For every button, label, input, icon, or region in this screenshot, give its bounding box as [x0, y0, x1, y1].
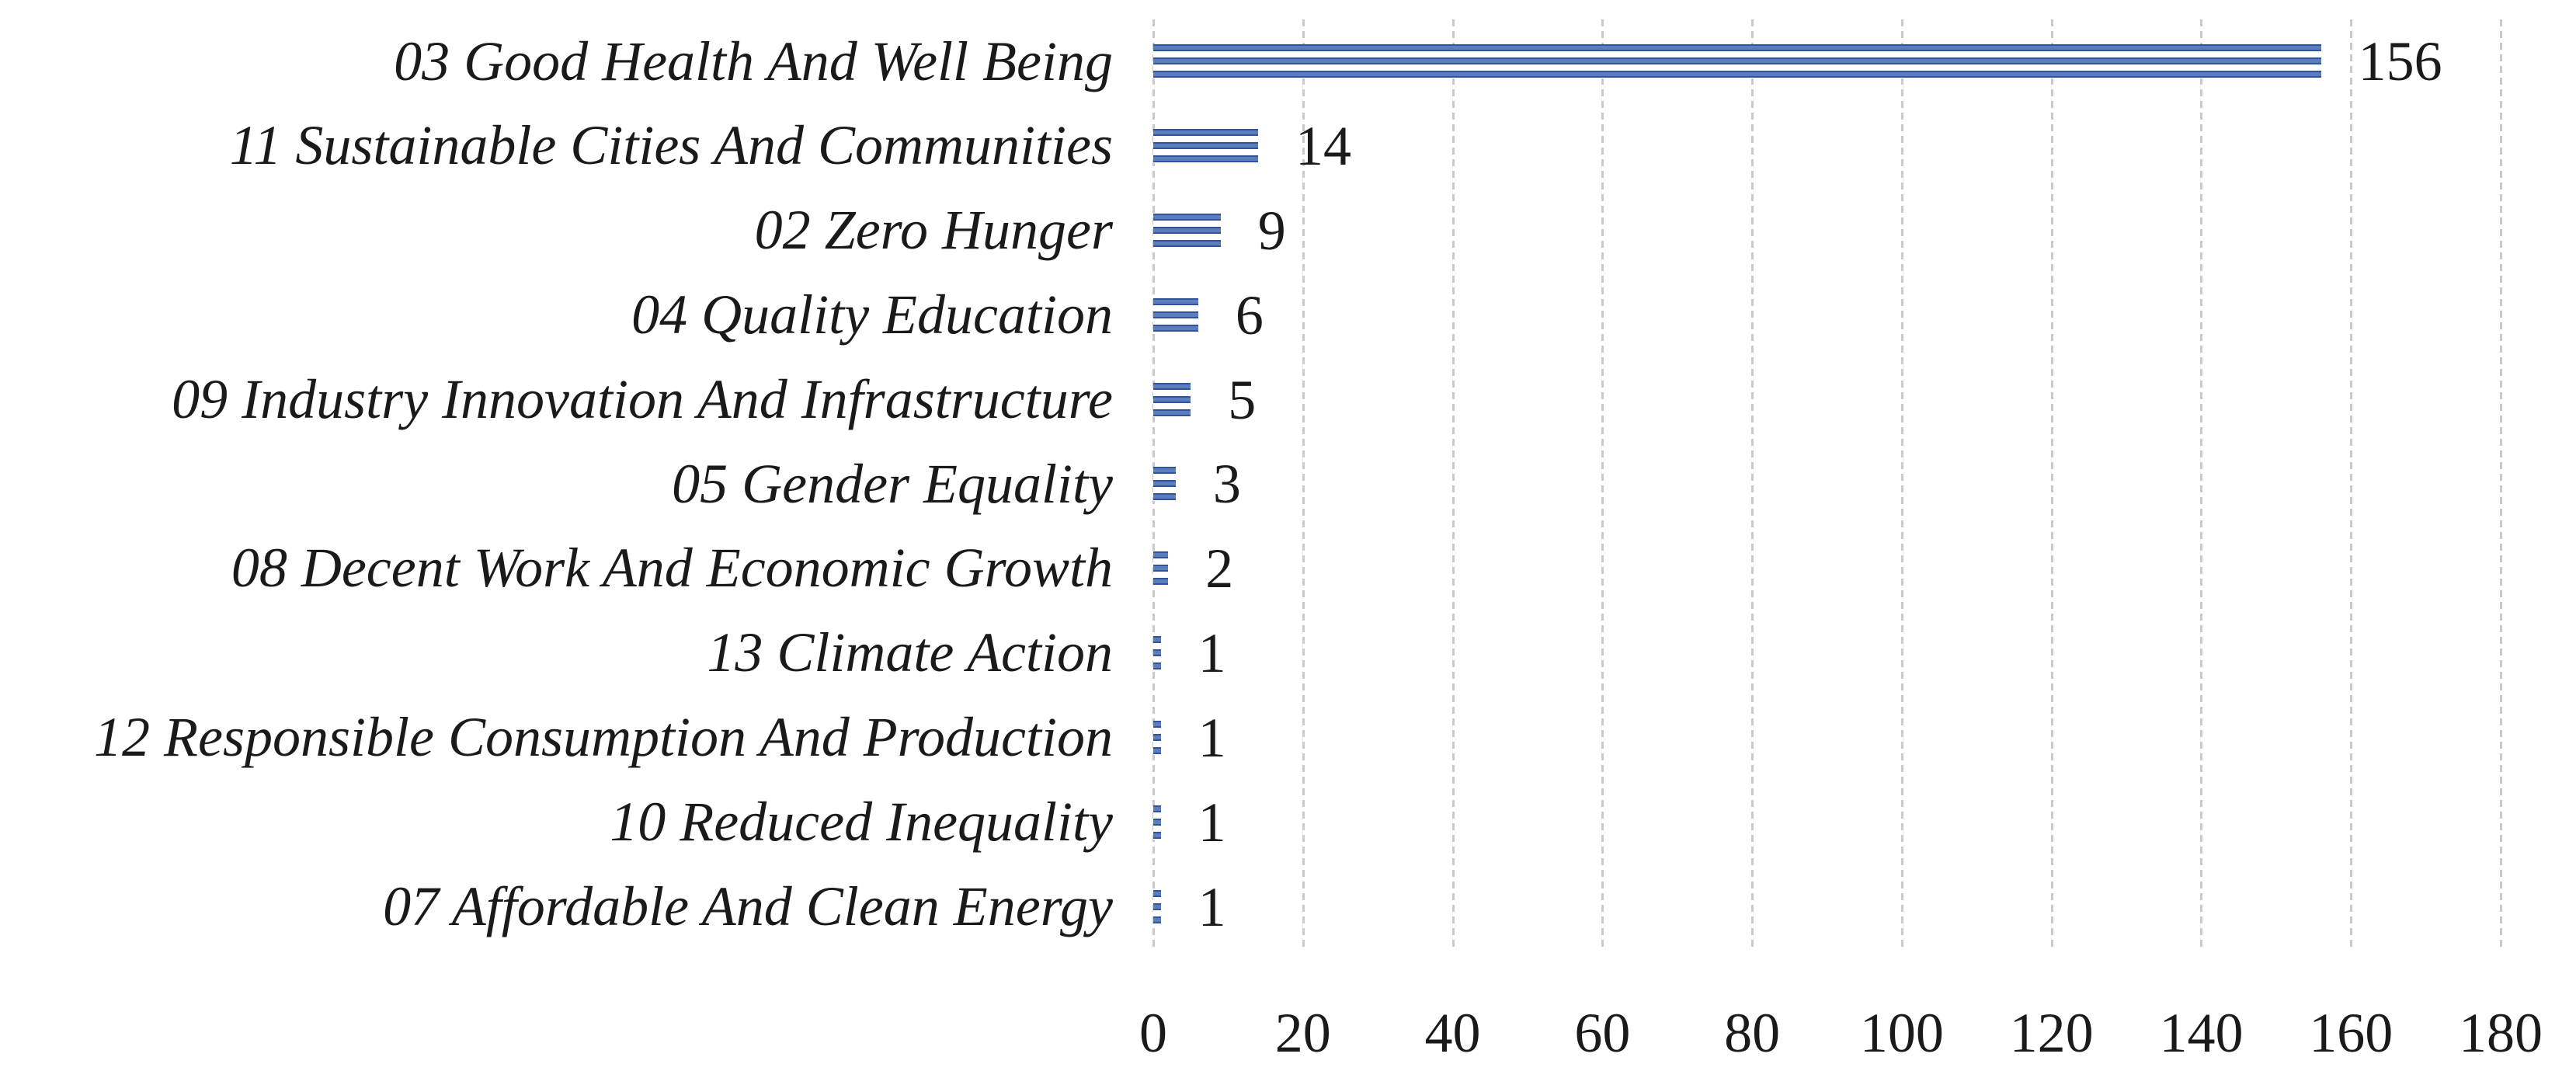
data-label: 6: [1235, 283, 1264, 346]
bar: [1153, 129, 1258, 164]
plot-cell: 3: [1153, 442, 2576, 527]
plot-cell: 6: [1153, 273, 2576, 357]
x-tick-label: 20: [1274, 1002, 1331, 1064]
data-label: 5: [1228, 368, 1257, 431]
chart-row: 09 Industry Innovation And Infrastructur…: [0, 357, 2576, 442]
bar: [1153, 382, 1191, 417]
data-label: 1: [1198, 791, 1226, 854]
gridline-x-40: [1451, 19, 1455, 949]
gridline-x-100: [1900, 19, 1903, 949]
plot-cell: 2: [1153, 527, 2576, 611]
chart-row: 07 Affordable And Clean Energy 1: [0, 864, 2576, 949]
plot-cell: 14: [1153, 104, 2576, 189]
category-label: 07 Affordable And Clean Energy: [383, 875, 1113, 937]
plot-cell: 1: [1153, 864, 2576, 949]
x-tick-label: 140: [2159, 1002, 2244, 1064]
bar: [1153, 889, 1161, 924]
category-label: 03 Good Health And Well Being: [394, 30, 1113, 92]
chart-row: 05 Gender Equality 3: [0, 442, 2576, 527]
plot-cell: 9: [1153, 189, 2576, 273]
bar: [1153, 297, 1198, 332]
chart-row: 12 Responsible Consumption And Productio…: [0, 696, 2576, 781]
data-label: 14: [1295, 115, 1351, 178]
chart-row: 08 Decent Work And Economic Growth 2: [0, 527, 2576, 611]
x-tick-label: 160: [2309, 1002, 2393, 1064]
category-label: 09 Industry Innovation And Infrastructur…: [172, 367, 1113, 430]
x-axis-tick-labels: 0 20 40 60 80 100 120 140 160 180: [1139, 998, 2543, 1068]
data-label: 3: [1212, 453, 1241, 516]
plot-cell: 1: [1153, 780, 2576, 864]
gridline-x-20: [1302, 19, 1305, 949]
bar: [1153, 44, 2321, 79]
x-tick-label: 180: [2459, 1002, 2543, 1064]
category-label: 11 Sustainable Cities And Communities: [229, 114, 1113, 177]
chart-row: 03 Good Health And Well Being 156: [0, 19, 2576, 104]
category-label: 04 Quality Education: [631, 283, 1113, 346]
category-label: 12 Responsible Consumption And Productio…: [94, 706, 1113, 769]
x-tick-label: 100: [1859, 1002, 1944, 1064]
bar: [1153, 805, 1161, 840]
chart-row: 04 Quality Education 6: [0, 273, 2576, 357]
x-tick-label: 120: [2009, 1002, 2094, 1064]
chart-row: 13 Climate Action 1: [0, 611, 2576, 696]
data-label: 2: [1205, 537, 1234, 600]
data-label: 9: [1257, 200, 1286, 263]
gridline-x-180: [2500, 19, 2502, 949]
chart-row: 02 Zero Hunger 9: [0, 189, 2576, 273]
chart-row: 10 Reduced Inequality 1: [0, 780, 2576, 864]
data-label: 1: [1198, 622, 1226, 685]
data-label: 156: [2358, 30, 2442, 93]
plot-cell: 1: [1153, 696, 2576, 781]
bar: [1153, 551, 1169, 586]
bar: [1153, 467, 1176, 502]
x-tick-label: 60: [1574, 1002, 1631, 1064]
gridline-x-120: [2050, 19, 2053, 949]
plot-cell: 5: [1153, 357, 2576, 442]
plot-cell: 1: [1153, 611, 2576, 696]
gridline-x-140: [2200, 19, 2203, 949]
category-label: 02 Zero Hunger: [754, 199, 1113, 262]
plot-cell: 156: [1153, 19, 2576, 104]
bar: [1153, 636, 1161, 671]
bar: [1153, 720, 1161, 755]
chart-row: 11 Sustainable Cities And Communities 14: [0, 104, 2576, 189]
gridline-x-80: [1751, 19, 1754, 949]
bar-rows: 03 Good Health And Well Being 156 11 Susta…: [0, 19, 2576, 949]
x-tick-label: 80: [1724, 1002, 1781, 1064]
category-label: 13 Climate Action: [707, 621, 1113, 684]
category-label: 05 Gender Equality: [672, 452, 1113, 515]
data-label: 1: [1198, 875, 1226, 938]
x-tick-label: 40: [1424, 1002, 1481, 1064]
category-label: 08 Decent Work And Economic Growth: [231, 537, 1113, 600]
gridline-x-160: [2350, 19, 2353, 949]
gridline-x-60: [1601, 19, 1604, 949]
data-label: 1: [1198, 706, 1226, 769]
bar: [1153, 214, 1221, 249]
x-tick-label: 0: [1139, 1002, 1167, 1064]
category-label: 10 Reduced Inequality: [610, 790, 1113, 853]
